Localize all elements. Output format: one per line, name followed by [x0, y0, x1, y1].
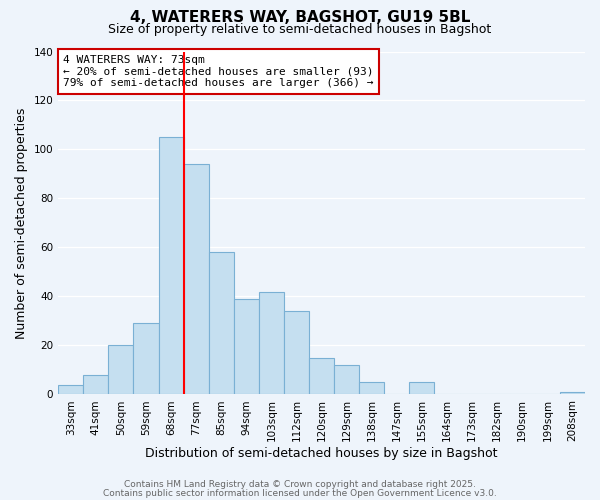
Bar — [409, 382, 434, 394]
Bar — [234, 299, 259, 394]
Bar — [309, 358, 334, 395]
Bar — [184, 164, 209, 394]
Bar — [560, 392, 585, 394]
X-axis label: Distribution of semi-detached houses by size in Bagshot: Distribution of semi-detached houses by … — [145, 447, 498, 460]
Bar — [209, 252, 234, 394]
Bar — [133, 324, 158, 394]
Bar — [359, 382, 385, 394]
Bar — [259, 292, 284, 395]
Text: Contains public sector information licensed under the Open Government Licence v3: Contains public sector information licen… — [103, 488, 497, 498]
Y-axis label: Number of semi-detached properties: Number of semi-detached properties — [15, 108, 28, 338]
Bar — [284, 311, 309, 394]
Text: Size of property relative to semi-detached houses in Bagshot: Size of property relative to semi-detach… — [109, 22, 491, 36]
Bar — [158, 137, 184, 394]
Bar — [109, 346, 133, 395]
Bar — [83, 375, 109, 394]
Text: 4, WATERERS WAY, BAGSHOT, GU19 5BL: 4, WATERERS WAY, BAGSHOT, GU19 5BL — [130, 10, 470, 25]
Bar — [334, 365, 359, 394]
Text: Contains HM Land Registry data © Crown copyright and database right 2025.: Contains HM Land Registry data © Crown c… — [124, 480, 476, 489]
Text: 4 WATERERS WAY: 73sqm
← 20% of semi-detached houses are smaller (93)
79% of semi: 4 WATERERS WAY: 73sqm ← 20% of semi-deta… — [64, 55, 374, 88]
Bar — [58, 384, 83, 394]
